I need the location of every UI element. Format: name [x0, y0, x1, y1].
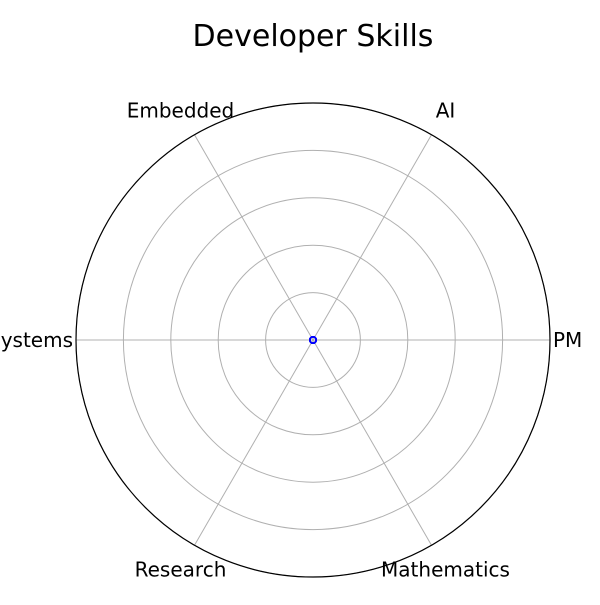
spoke-ai	[312, 134, 432, 341]
spokes	[76, 134, 550, 546]
spoke-embedded	[194, 134, 314, 341]
category-label-mathematics: Mathematics	[381, 557, 510, 581]
chart-title: Developer Skills	[193, 19, 434, 54]
data-point-mathematics	[308, 335, 317, 344]
category-label-pm: PM	[553, 328, 582, 352]
category-label-systems: Systems	[0, 328, 73, 352]
category-labels: PM AI Embedded Systems Research Mathematics	[0, 99, 582, 582]
series-layer	[308, 335, 317, 344]
outer-frame	[75, 102, 551, 578]
category-label-ai: AI	[436, 99, 456, 123]
spoke-mathematics	[312, 339, 432, 546]
spoke-research	[194, 339, 314, 546]
category-label-embedded: Embedded	[127, 99, 235, 123]
category-label-research: Research	[135, 557, 227, 581]
